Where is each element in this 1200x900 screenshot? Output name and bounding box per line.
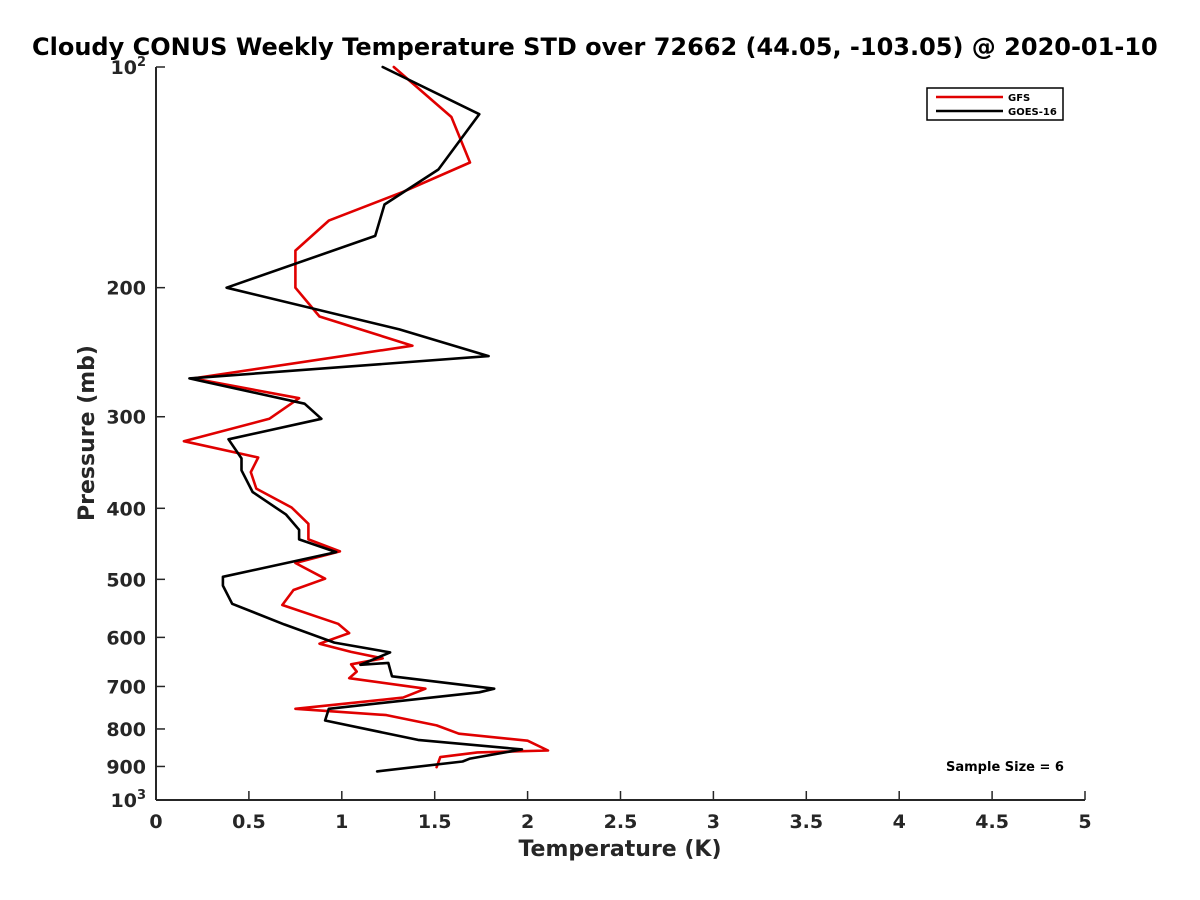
y-axis-label: Pressure (mb) [75, 345, 100, 521]
y-tick-label: 900 [106, 756, 146, 778]
x-tick-label: 3.5 [789, 811, 823, 833]
legend-label-goes-16: GOES-16 [1008, 107, 1057, 118]
y-tick-label: 400 [106, 498, 146, 520]
y-tick-label: 800 [106, 719, 146, 741]
y-tick-label: 102 [111, 55, 147, 79]
y-axis-ticks: 200 300 400 500 600 700 800 900 102 103 [106, 55, 165, 812]
series-line-goes-16 [188, 65, 524, 773]
legend: GFS GOES-16 [926, 87, 1064, 121]
y-tick-label: 103 [111, 788, 147, 812]
plot-frame [155, 67, 1085, 801]
x-tick-label: 2 [521, 811, 534, 833]
x-tick-label: 4 [893, 811, 906, 833]
series-line-gfs [182, 65, 550, 769]
legend-box [926, 87, 1064, 121]
x-tick-label: 3 [707, 811, 720, 833]
x-tick-label: 4.5 [975, 811, 1009, 833]
x-tick-label: 0 [149, 811, 162, 833]
y-tick-label: 600 [106, 627, 146, 649]
x-tick-label: 0.5 [232, 811, 266, 833]
x-tick-label: 1.5 [418, 811, 452, 833]
series-layer [182, 65, 550, 773]
x-axis-ticks: 0 0.5 1 1.5 2 2.5 3 3.5 4 4.5 5 [149, 791, 1092, 833]
y-tick-label: 300 [106, 407, 146, 429]
x-axis-label: Temperature (K) [518, 837, 721, 862]
x-tick-label: 2.5 [604, 811, 638, 833]
x-tick-label: 1 [335, 811, 348, 833]
x-tick-label: 5 [1078, 811, 1091, 833]
y-tick-label: 200 [106, 278, 146, 300]
sample-size-annotation: Sample Size = 6 [946, 760, 1064, 775]
legend-label-gfs: GFS [1008, 93, 1030, 104]
chart-title: Cloudy CONUS Weekly Temperature STD over… [32, 33, 1158, 61]
y-tick-label: 500 [106, 569, 146, 591]
y-tick-label: 700 [106, 676, 146, 698]
